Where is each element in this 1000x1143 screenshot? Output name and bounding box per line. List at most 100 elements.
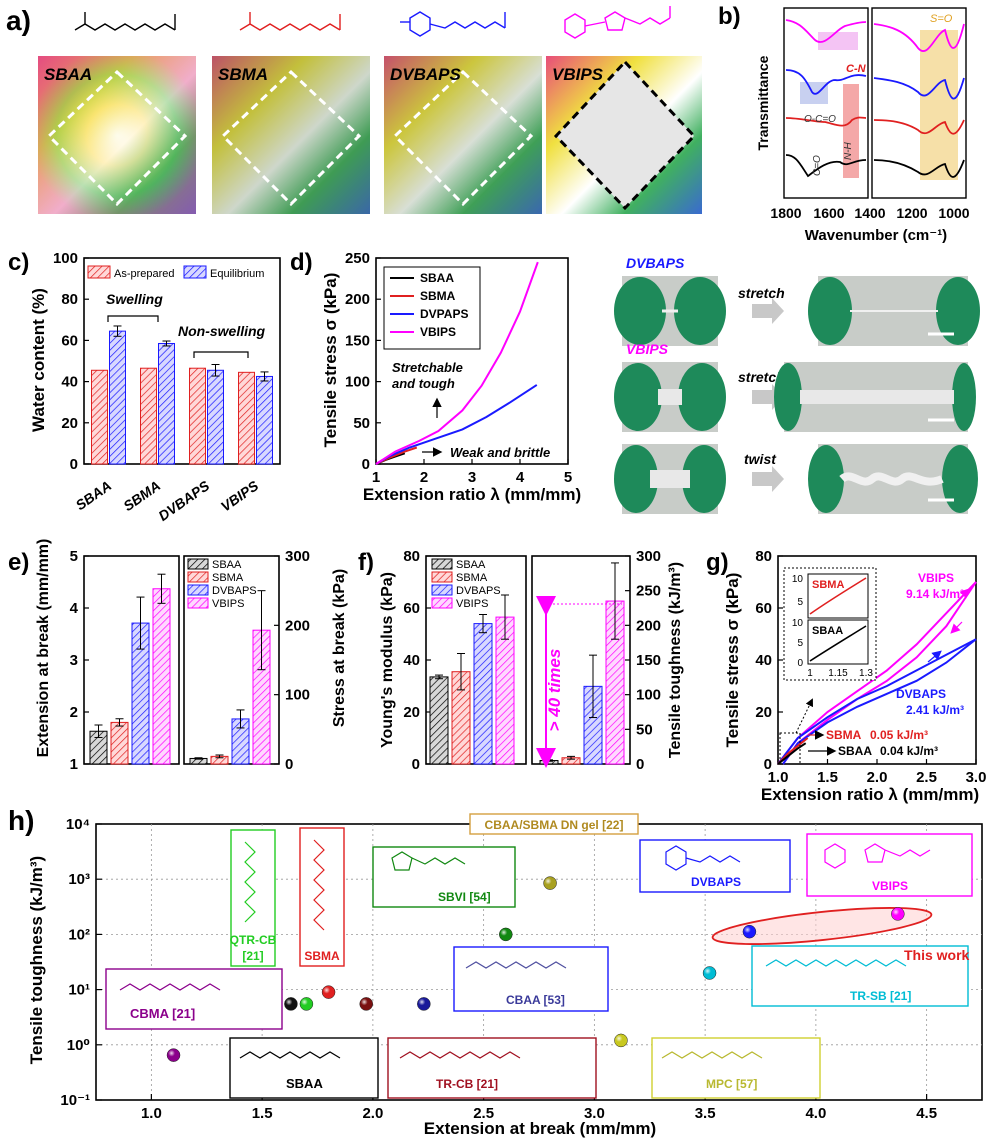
arrow-twist: [752, 466, 784, 492]
h-label-cbaa: CBAA [53]: [506, 993, 565, 1007]
label-vbips: VBIPS: [552, 65, 604, 84]
photo-sbaa: SBAA: [38, 56, 196, 214]
f-legend-label: DVBAPS: [456, 585, 501, 597]
h-label-sbaa: SBAA: [286, 1076, 323, 1091]
e-ytick-right-label: 100: [285, 687, 310, 704]
f-legend-label: SBAA: [456, 559, 486, 571]
g-energy-vbips: 9.14 kJ/m³: [906, 587, 964, 601]
co-annotation: C=O: [812, 155, 823, 176]
h-this-work-ellipse: [711, 907, 933, 945]
label-sbaa: SBAA: [44, 65, 92, 84]
c-ytick-label: 20: [61, 415, 78, 432]
ftir-sbma-right: [873, 119, 965, 135]
g-ytick-label: 0: [764, 756, 772, 773]
panel-g-label: g): [706, 549, 729, 576]
molecule-dvbaps: [400, 11, 506, 37]
ftir-frame-right: [871, 7, 967, 199]
ftir-ylabel: Transmittance: [755, 55, 771, 150]
e-legend-label: SBAA: [212, 559, 242, 571]
f-legend-swatch: [431, 597, 453, 609]
e-legend-label: SBMA: [212, 572, 244, 584]
c-xtick-label: SBAA: [73, 477, 115, 513]
e-ytick-right-label: 0: [285, 756, 293, 773]
c-legend-swatch-equilibrium: [183, 265, 207, 279]
g-inset-frame: [783, 567, 877, 681]
g-energy-sbaa: 0.04 kJ/m³: [880, 744, 938, 758]
e-bars: [89, 573, 271, 765]
photo-label-dvbaps: DVBAPS: [626, 255, 685, 271]
h-label-trcb: TR-CB [21]: [436, 1077, 498, 1091]
g-dvbaps-arrow: [927, 650, 942, 663]
f-bar-left: [473, 623, 493, 765]
h-label-cbma: CBMA [21]: [130, 1006, 195, 1021]
molecule-sbma: [239, 12, 341, 31]
c-frame: [83, 257, 281, 465]
glove-left-1: [614, 277, 666, 345]
h-point-highlight: [703, 966, 717, 980]
d-lines: [375, 261, 539, 465]
panel-d: d) Tensile stress σ (kPa) 1 2 3 4 5050100150…: [290, 249, 581, 504]
so-highlight: [920, 30, 958, 180]
sample-twist-2: [839, 472, 944, 486]
cn-highlight: [843, 84, 859, 178]
ftir-tick-1200: 1200: [896, 205, 927, 221]
d-ytick-label: 0: [362, 456, 370, 473]
panel-d-photos: DVBAPS stretch VBIPS stretch twist: [614, 255, 980, 514]
h-point-highlight: [891, 907, 905, 921]
c-yticks: 0 20 40 60 80 100: [53, 250, 89, 473]
sample-twist-1: [650, 470, 690, 488]
g-xlabel: Extension ratio λ (mm/mm): [761, 785, 979, 804]
h-ylabel: Tensile toughness (kJ/m³): [27, 856, 46, 1064]
f-ticks: 0 20 40 60 80 0 50 100 150 200 250 300: [403, 548, 661, 773]
f-ytick-right-label: 0: [636, 756, 644, 773]
d-ytick-label: 100: [345, 374, 370, 391]
f-legend-swatch: [431, 571, 453, 583]
twist-label: twist: [744, 451, 777, 467]
f-legend-label: VBIPS: [456, 598, 488, 610]
c-swelling-bracket: [107, 315, 159, 322]
photo-dvbaps: DVBAPS: [384, 56, 542, 214]
stretch-label-1: stretch: [738, 285, 785, 301]
d-ytick-label: 50: [353, 415, 370, 432]
c-bar: [91, 369, 108, 465]
h-point-highlight: [167, 1048, 181, 1062]
glove-right-3: [678, 363, 726, 431]
so-annotation: S=O: [930, 13, 953, 25]
ftir-vbips-left: [785, 19, 867, 43]
h-point-highlight: [284, 997, 298, 1011]
d-xtick-label: 4: [516, 469, 525, 486]
c-xtick-label: VBIPS: [218, 477, 262, 515]
g-vbips-unload-arrow: [950, 621, 963, 634]
sample-vbips-1: [658, 389, 682, 405]
g-inset-sbaa-frame: [807, 619, 869, 665]
e-ytick-left-label: 4: [70, 600, 79, 617]
f-ytick-right-label: 300: [636, 548, 661, 565]
e-legend-swatch: [187, 597, 209, 609]
e-legend-swatch: [187, 558, 209, 570]
d-ytick-label: 200: [345, 291, 370, 308]
g-label-sbaa: SBAA: [838, 744, 872, 758]
photo-label-vbips: VBIPS: [626, 341, 669, 357]
d-ylabel: Tensile stress σ (kPa): [321, 273, 340, 448]
d-ytick-label: 150: [345, 332, 370, 349]
panel-b-label: b): [718, 3, 741, 30]
sample-vbips-2: [800, 390, 954, 404]
g-inset-sbaa-tick-5: 5: [797, 638, 803, 649]
f-legend-swatch: [431, 584, 453, 596]
d-legend-box: [383, 266, 481, 350]
panel-b: b) S=O C-N O-C=O N-H C=O Transmittance 1…: [718, 3, 970, 244]
label-dvbaps: DVBAPS: [390, 65, 462, 84]
h-point-highlight: [614, 1033, 628, 1047]
h-xtick-label: 2.0: [362, 1105, 383, 1122]
e-bar-left: [110, 721, 129, 765]
panel-f-label: f): [358, 549, 374, 576]
panel-c: c) Water content (%) 0 20 40 60 80 100 SBAA SB…: [8, 249, 281, 524]
c-legend-swatch-asprepared: [87, 265, 111, 279]
h-label-dvbaps: DVBAPS: [691, 875, 741, 889]
h-box-qtrcb: QTR-CB [21]: [230, 829, 277, 967]
f-ytick-right-label: 250: [636, 583, 661, 600]
h-xtick-label: 3.5: [695, 1105, 716, 1122]
glove-left-3: [614, 363, 662, 431]
h-xtick-label: 1.5: [252, 1105, 273, 1122]
h-box-trsb: TR-SB [21]: [751, 945, 969, 1007]
